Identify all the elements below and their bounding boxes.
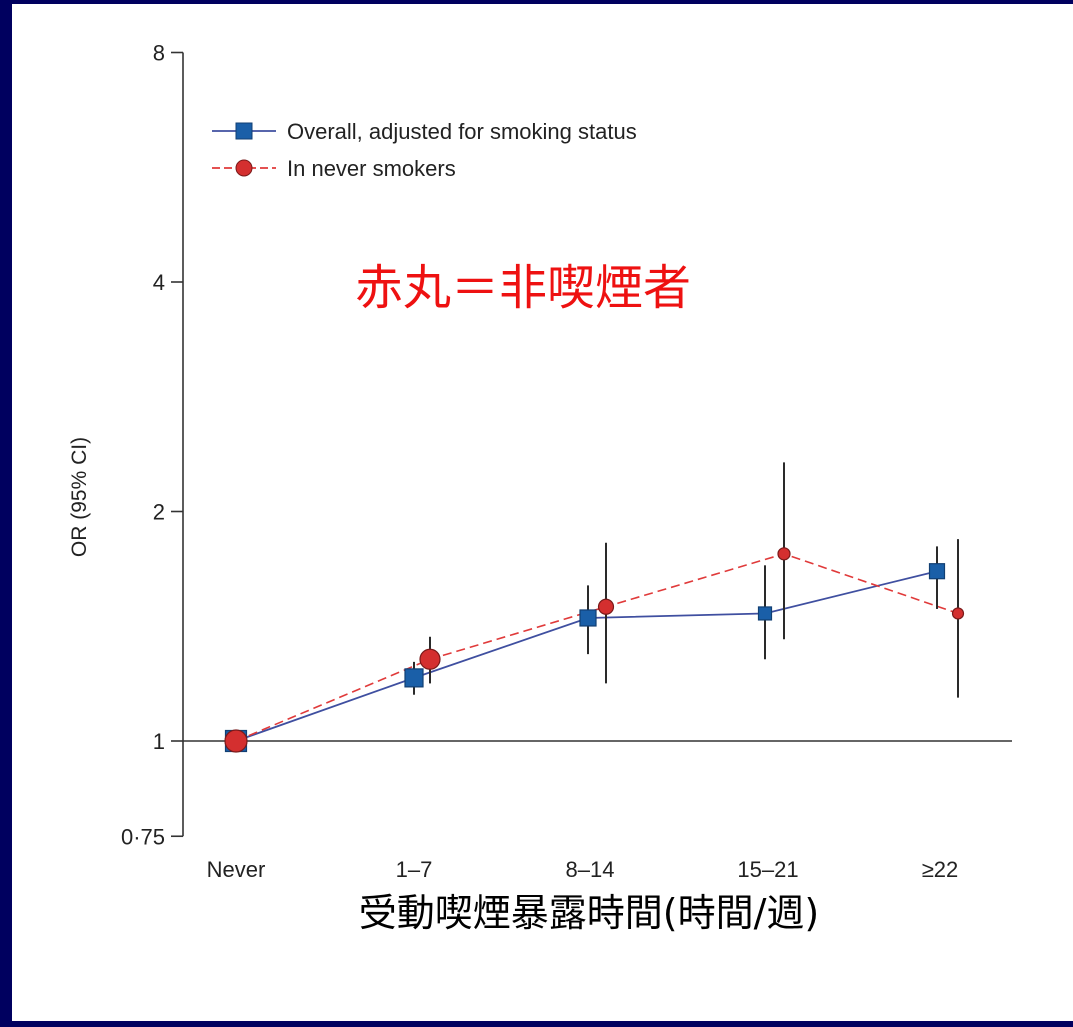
x-tick-label: 8–14	[566, 857, 615, 882]
square-marker	[404, 668, 424, 688]
square-marker	[928, 563, 946, 580]
series-lines	[235, 552, 959, 742]
annotation-text: 赤丸＝非喫煙者	[355, 260, 691, 316]
circle-marker	[419, 648, 441, 670]
axes: 0·75 1 2 4 8 Never 1–7 8–14 15–21 ≥22 OR (95% CI)	[68, 41, 1012, 882]
series-line	[235, 570, 938, 742]
square-marker	[579, 609, 597, 627]
legend-circle-marker	[235, 159, 253, 177]
legend-label: In never smokers	[287, 156, 456, 181]
y-tick-label: 2	[153, 500, 165, 525]
series-line	[235, 552, 959, 742]
x-axis-title: 受動喫煙暴露時間(時間/週)	[359, 891, 819, 935]
y-tick-label: 0·75	[121, 824, 165, 849]
legend: Overall, adjusted for smoking status In n…	[212, 119, 637, 181]
circle-marker	[224, 729, 248, 753]
y-tick-label: 4	[153, 270, 165, 295]
legend-label: Overall, adjusted for smoking status	[287, 119, 637, 144]
series-markers	[224, 547, 965, 753]
x-tick-label: 1–7	[396, 857, 433, 882]
error-bars	[413, 462, 959, 698]
x-tick-label: Never	[207, 857, 266, 882]
y-tick-label: 1	[153, 729, 165, 754]
y-tick-label: 8	[153, 41, 165, 66]
x-tick-label: ≥22	[922, 857, 959, 882]
chart-panel: 0·75 1 2 4 8 Never 1–7 8–14 15–21 ≥22 OR (95% CI) …	[12, 4, 1073, 1021]
circle-marker	[777, 547, 791, 561]
square-marker	[757, 606, 773, 621]
circle-marker	[951, 607, 965, 620]
x-tick-label: 15–21	[737, 857, 798, 882]
y-axis-title: OR (95% CI)	[68, 437, 91, 557]
legend-square-marker	[235, 122, 253, 140]
circle-marker	[597, 598, 615, 615]
